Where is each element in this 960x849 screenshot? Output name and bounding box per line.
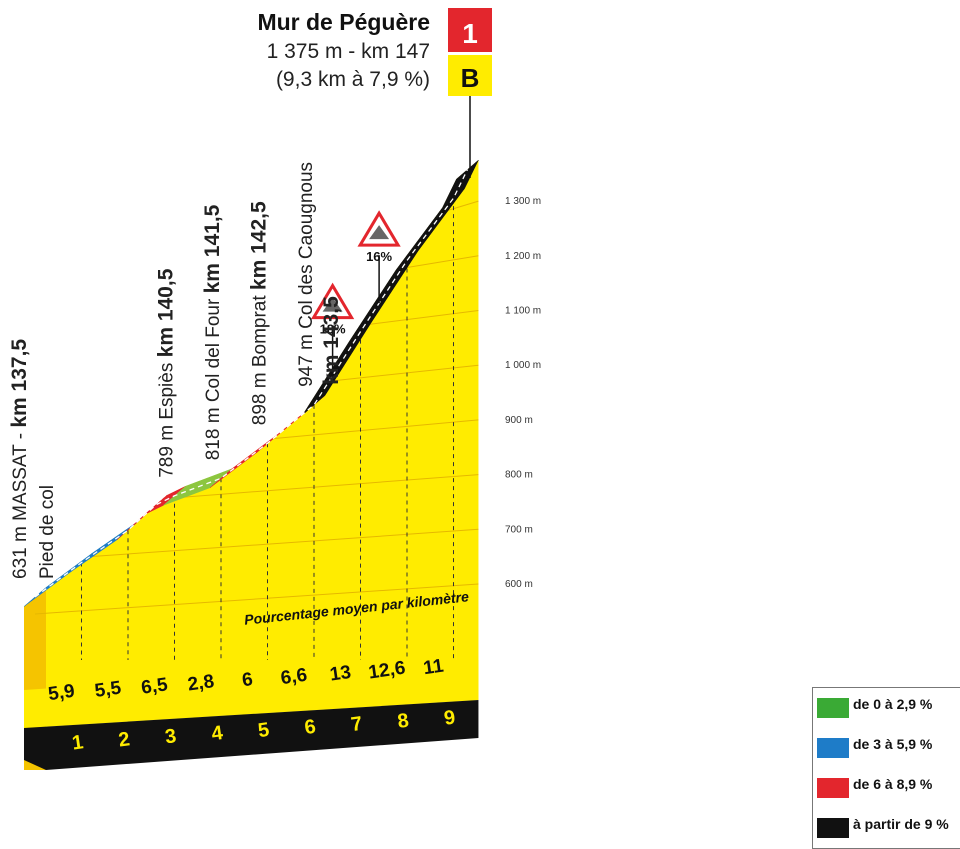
summit-stats: (9,3 km à 7,9 %)	[276, 68, 430, 91]
legend-label: de 3 à 5,9 %	[853, 736, 933, 752]
legend-label: à partir de 9 %	[853, 816, 949, 832]
legend-swatch-blue	[817, 738, 849, 758]
elevation-tick-label: 700 m	[505, 524, 533, 535]
waypoint-label: 631 m MASSAT - km 137,5	[8, 339, 31, 579]
elevation-tick-label: 1 000 m	[505, 360, 541, 371]
legend-item-black: à partir de 9 %	[813, 808, 960, 848]
gridline	[89, 528, 479, 558]
legend-swatch-black	[817, 818, 849, 838]
ribbon-centerline	[34, 169, 469, 598]
waypoint-sublabel: Pied de col	[37, 485, 58, 579]
summit-details: 1 375 m - km 147	[267, 40, 430, 63]
gradient-percent-label: 6	[241, 669, 254, 691]
mountain-icon	[322, 297, 343, 312]
elevation-tick-label: 900 m	[505, 415, 533, 426]
gradient-percent-label: 12,6	[367, 658, 407, 684]
steep-sign-label: 18%	[320, 322, 346, 337]
steep-sign-label: 16%	[366, 249, 392, 264]
gradient-percent-label: 2,8	[186, 671, 215, 695]
gridline	[273, 419, 479, 440]
waypoint-km: km 140,5	[154, 268, 177, 357]
waypoint-name: 898 m Bomprat	[249, 290, 270, 425]
waypoint-name: 947 m Col des Caougnous	[296, 162, 317, 387]
bonus-badge-label: B	[461, 63, 480, 93]
gridline	[443, 200, 479, 213]
waypoint-label: 898 m Bomprat km 142,5	[247, 201, 270, 425]
waypoint-label: 789 m Espiès km 140,5	[154, 268, 177, 477]
legend-item-green: de 0 à 2,9 %	[813, 688, 960, 728]
km-tick-label: 7	[350, 713, 364, 736]
waypoint-label: 818 m Col del Four km 141,5	[201, 204, 224, 460]
legend-item-blue: de 3 à 5,9 %	[813, 728, 960, 768]
km-tick-label: 4	[210, 722, 225, 745]
label-layer: 600 m 700 m 800 m 900 m 1 000 m 1 100 m 1 200 …	[8, 162, 541, 590]
waypoint-name: 818 m Col del Four	[203, 293, 224, 460]
percent-band	[24, 660, 479, 728]
gradient-ribbon-layer	[23, 159, 479, 607]
elevation-tick-label: 800 m	[505, 470, 533, 481]
waypoint-km: km 142,5	[247, 201, 270, 290]
elevation-tick-label: 1 100 m	[505, 306, 541, 317]
gradient-percent-label: 5,9	[47, 681, 76, 705]
km-tick-label: 8	[396, 710, 410, 733]
gradient-legend: de 0 à 2,9 % de 3 à 5,9 % de 6 à 8,9 % à…	[812, 687, 960, 849]
legend-item-red: de 6 à 8,9 %	[813, 768, 960, 808]
gradient-percent-label: 5,5	[93, 677, 123, 702]
waypoint-km: km 143,5	[320, 296, 343, 385]
legend-label: de 6 à 8,9 %	[853, 776, 933, 792]
gradient-percent-label: 6,6	[279, 665, 308, 689]
category-badge-label: 1	[462, 18, 478, 49]
km-band	[24, 700, 479, 770]
legend-swatch-green	[817, 698, 849, 718]
km-tick-label: 3	[164, 725, 178, 748]
gradient-percent-label: 13	[329, 662, 353, 686]
waypoint-name: 631 m MASSAT -	[10, 428, 31, 579]
profile-right-fill	[456, 160, 479, 690]
legend-swatch-red	[817, 778, 849, 798]
summit-name: Mur de Péguère	[257, 9, 430, 35]
bonus-badge	[448, 55, 492, 96]
grid-layer	[34, 198, 479, 660]
km-tick-label: 6	[303, 716, 317, 739]
km-tick-label: 5	[257, 719, 271, 742]
gradient-percent-label: 6,5	[140, 674, 170, 699]
waypoint-km: km 141,5	[201, 204, 224, 293]
waypoint-km: km 137,5	[8, 339, 31, 428]
gradient-percent-label: 11	[422, 655, 445, 679]
elevation-tick-label: 1 300 m	[505, 196, 541, 207]
km-tick-label: 1	[71, 731, 85, 754]
category-badge	[448, 8, 492, 52]
gridline	[364, 310, 479, 326]
profile-front-fill	[24, 179, 457, 690]
gridline	[34, 583, 479, 615]
base-layer: 5,9 5,5 6,5 2,8 6 6,6 13 12,6 111 2 3 4 5 6 7 8 9	[24, 655, 479, 770]
gridline	[401, 255, 479, 269]
waypoint-label: 947 m Col des Caougnous km 143,5	[296, 162, 343, 387]
km-tick-label: 9	[443, 706, 457, 729]
elevation-tick-label: 600 m	[505, 579, 533, 590]
km-tick-label: 2	[117, 728, 131, 751]
mountain-icon	[369, 225, 390, 240]
elevation-tick-label: 1 200 m	[505, 251, 541, 262]
legend-label: de 0 à 2,9 %	[853, 696, 933, 712]
waypoint-name: 789 m Espiès	[156, 357, 177, 477]
